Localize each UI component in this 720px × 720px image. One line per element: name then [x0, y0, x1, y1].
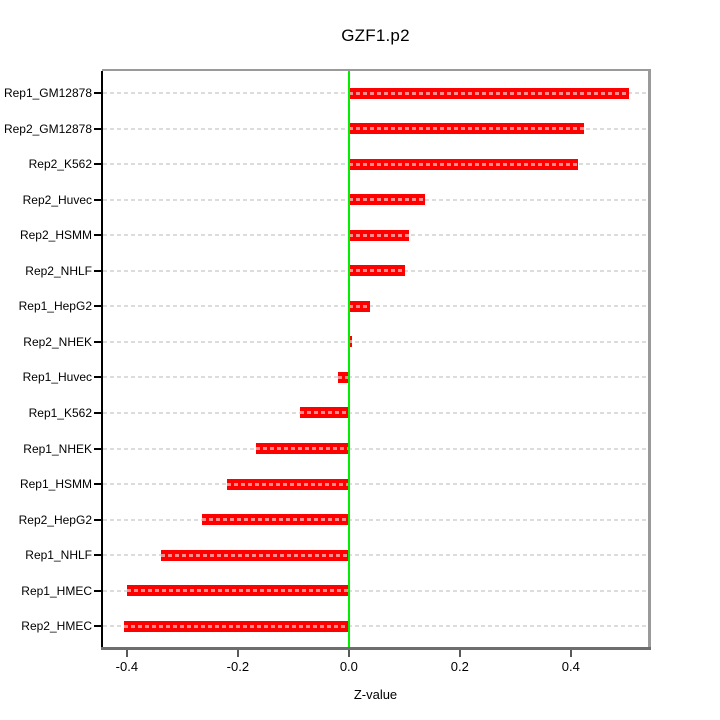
y-tick [94, 518, 102, 521]
bar-Rep2_HMEC [123, 620, 349, 632]
y-tick [94, 163, 102, 166]
bar-Rep2_HepG2 [202, 514, 349, 526]
bar-dash-overlay [123, 624, 349, 628]
plot-frame-right [648, 69, 651, 650]
bar-Rep1_Huvec [338, 371, 349, 383]
bar-Rep2_K562 [348, 158, 579, 170]
bar-Rep1_K562 [300, 407, 349, 419]
x-tick [458, 650, 461, 657]
row-gridline [103, 554, 648, 557]
y-tick [94, 625, 102, 628]
plot-frame-top [102, 69, 651, 71]
y-tick [94, 447, 102, 450]
y-tick [94, 92, 102, 94]
y-tick-label: Rep2_HMEC [21, 619, 92, 634]
row-gridline [103, 518, 648, 521]
y-tick-label: Rep1_HepG2 [18, 299, 92, 314]
x-axis-label: Z-value [353, 687, 398, 702]
bar-dash-overlay [348, 198, 426, 202]
row-gridline [103, 411, 648, 414]
bar-Rep1_HSMM [227, 478, 349, 490]
y-tick-label: Rep2_Huvec [22, 192, 92, 207]
y-tick [94, 305, 102, 308]
x-tick-label: 0.2 [450, 659, 469, 674]
y-tick [94, 589, 102, 592]
x-tick-label: 0.4 [561, 659, 580, 674]
y-tick-label: Rep1_Huvec [22, 370, 92, 385]
bar-Rep1_GM12878 [348, 87, 629, 99]
zero-line [347, 71, 350, 647]
bar-dash-overlay [338, 375, 349, 379]
bar-dash-overlay [348, 233, 410, 237]
row-gridline [103, 483, 648, 486]
y-tick-label: Rep1_GM12878 [3, 86, 92, 100]
bar-Rep2_NHLF [348, 265, 406, 277]
x-axis-line [101, 647, 651, 650]
bar-Rep2_NHEK [348, 336, 352, 348]
x-tick [347, 650, 350, 657]
x-tick-label: -0.2 [226, 659, 250, 674]
y-tick [94, 554, 102, 557]
y-axis-line [101, 71, 103, 647]
bar-dash-overlay [227, 482, 349, 486]
bar-Rep1_NHLF [160, 549, 349, 561]
bar-Rep1_HepG2 [348, 300, 370, 312]
bar-dash-overlay [255, 447, 349, 450]
row-gridline [103, 447, 648, 450]
y-tick-label: Rep1_HSMM [19, 477, 92, 492]
bar-Rep1_NHEK [255, 443, 349, 454]
bar-Rep2_HSMM [348, 229, 410, 241]
bar-Rep2_Huvec [348, 194, 426, 206]
bar-dash-overlay [348, 304, 370, 308]
row-gridline [103, 305, 648, 308]
y-tick [94, 234, 102, 237]
y-tick-label: Rep2_NHEK [23, 334, 92, 349]
bar-Rep2_GM12878 [348, 123, 585, 135]
bar-dash-overlay [348, 91, 629, 95]
bar-dash-overlay [348, 162, 579, 166]
y-tick-label: Rep2_HepG2 [18, 512, 92, 527]
y-tick-label: Rep1_HMEC [21, 583, 92, 598]
bar-dash-overlay [127, 589, 349, 593]
x-tick [125, 650, 128, 657]
y-tick [94, 411, 102, 414]
x-tick [569, 650, 572, 657]
row-gridline [103, 376, 648, 379]
y-tick [94, 198, 102, 201]
bar-dash-overlay [348, 340, 352, 344]
bar-dash-overlay [160, 553, 349, 557]
y-tick-label: Rep2_HSMM [19, 228, 92, 243]
bar-dash-overlay [202, 518, 349, 522]
bar-dash-overlay [348, 127, 585, 131]
y-tick [94, 483, 102, 486]
y-tick-label: Rep2_GM12878 [3, 121, 92, 136]
y-tick-label: Rep1_NHEK [23, 441, 92, 456]
x-tick [236, 650, 239, 657]
plot-area [103, 71, 648, 647]
y-tick-label: Rep1_NHLF [25, 548, 92, 563]
y-tick [94, 340, 102, 343]
row-gridline [103, 625, 648, 628]
y-tick [94, 127, 102, 130]
y-tick [94, 269, 102, 272]
bar-Rep1_HMEC [127, 585, 349, 597]
y-tick [94, 376, 102, 379]
x-tick-label: -0.4 [115, 659, 139, 674]
row-gridline [103, 340, 648, 343]
y-tick-label: Rep2_K562 [28, 157, 92, 172]
bar-dash-overlay [348, 269, 406, 273]
row-gridline [103, 589, 648, 592]
chart-title: GZF1.p2 [341, 26, 410, 45]
x-tick-label: 0.0 [339, 659, 358, 674]
y-tick-label: Rep1_K562 [28, 405, 92, 420]
y-tick-label: Rep2_NHLF [25, 263, 92, 278]
bar-dash-overlay [300, 411, 349, 415]
